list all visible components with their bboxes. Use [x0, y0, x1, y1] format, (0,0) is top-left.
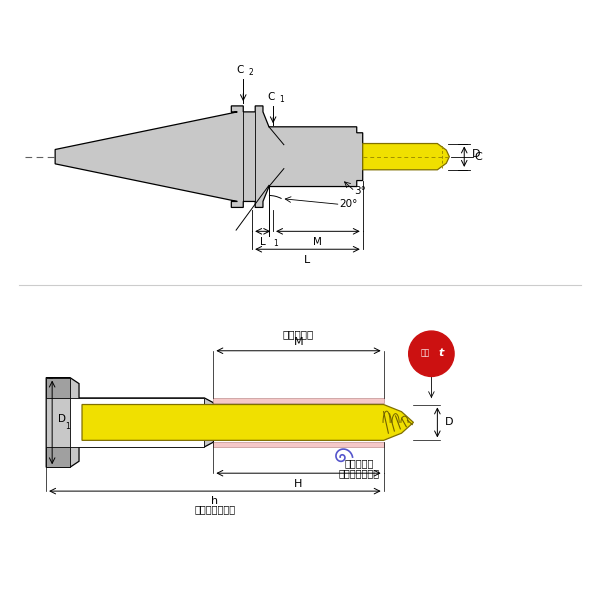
Text: 3°: 3°: [354, 187, 365, 196]
Text: 1: 1: [274, 239, 278, 248]
Polygon shape: [55, 106, 363, 208]
Text: L: L: [260, 237, 266, 247]
Polygon shape: [46, 447, 70, 467]
Text: M: M: [293, 337, 304, 347]
Text: C: C: [475, 152, 482, 161]
Text: つかみ長さ: つかみ長さ: [345, 458, 374, 468]
Text: M: M: [313, 237, 322, 247]
Text: D: D: [58, 415, 66, 424]
Text: D: D: [445, 418, 453, 427]
Polygon shape: [82, 404, 413, 440]
Text: t: t: [438, 348, 443, 358]
Text: D: D: [472, 149, 480, 158]
Text: C: C: [236, 65, 244, 75]
Text: 1: 1: [279, 95, 284, 104]
Text: C: C: [268, 92, 275, 102]
Text: 加工有効長: 加工有効長: [283, 329, 314, 339]
Text: H: H: [295, 479, 302, 489]
Polygon shape: [363, 143, 449, 170]
Circle shape: [409, 331, 454, 376]
Text: 2: 2: [248, 68, 253, 77]
Polygon shape: [214, 398, 383, 403]
Text: 工具最大挿入長: 工具最大挿入長: [194, 504, 235, 514]
Text: 20°: 20°: [339, 199, 357, 209]
Polygon shape: [214, 442, 383, 447]
Text: 1: 1: [65, 422, 70, 431]
Text: L: L: [304, 255, 311, 265]
Text: （最低把持長）: （最低把持長）: [339, 468, 380, 478]
Polygon shape: [70, 398, 205, 447]
Polygon shape: [46, 377, 214, 467]
Text: h: h: [211, 496, 218, 506]
Text: 肉厚: 肉厚: [421, 348, 430, 357]
Polygon shape: [46, 377, 70, 398]
